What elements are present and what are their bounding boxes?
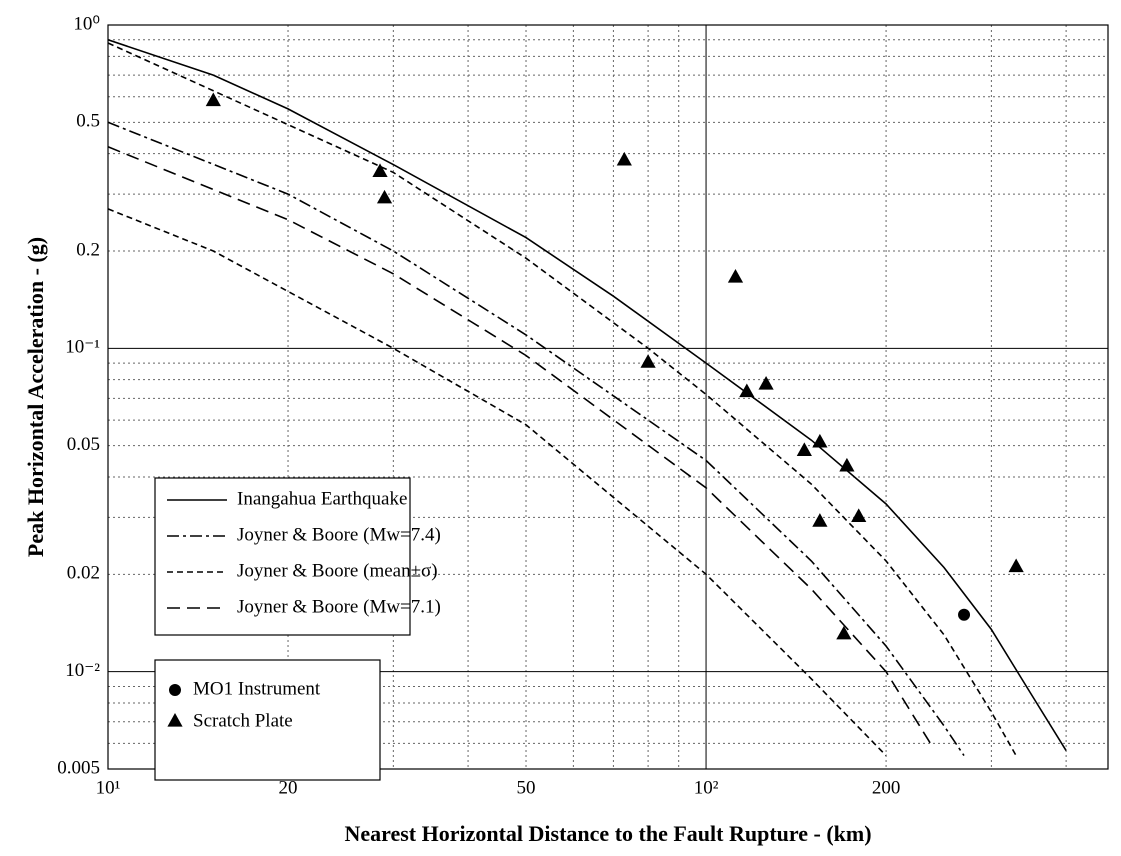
data-line bbox=[108, 39, 1067, 752]
legend-box bbox=[154, 477, 411, 636]
x-tick-label: 10² bbox=[694, 777, 719, 798]
y-tick-label: 0.02 bbox=[67, 563, 100, 584]
legend-swatch bbox=[169, 684, 181, 696]
y-tick-label: 0.2 bbox=[76, 239, 100, 260]
data-point bbox=[616, 151, 632, 166]
data-point bbox=[739, 383, 755, 398]
data-line bbox=[108, 121, 965, 757]
plot-frame bbox=[107, 24, 1109, 770]
x-tick-label: 20 bbox=[279, 777, 298, 798]
x-tick-label: 200 bbox=[872, 777, 901, 798]
legend-label: Scratch Plate bbox=[193, 710, 293, 731]
y-axis-label: Peak Horizontal Acceleration - (g) bbox=[23, 237, 48, 557]
y-tick-label: 10⁰ bbox=[73, 13, 100, 34]
data-point bbox=[836, 625, 852, 640]
legend-swatch bbox=[167, 713, 183, 727]
y-tick-label: 10⁻² bbox=[65, 660, 100, 681]
legend-label: Inangahua Earthquake bbox=[237, 488, 407, 509]
legend-label: Joyner & Boore (Mw=7.4) bbox=[237, 524, 441, 545]
y-tick-label: 0.005 bbox=[57, 757, 100, 778]
legend-label: Joyner & Boore (Mw=7.1) bbox=[237, 596, 441, 617]
x-axis-label: Nearest Horizontal Distance to the Fault… bbox=[344, 821, 871, 846]
y-tick-label: 0.05 bbox=[67, 434, 100, 455]
data-point bbox=[958, 608, 971, 621]
data-point bbox=[839, 457, 855, 472]
legend-label: MO1 Instrument bbox=[193, 678, 321, 699]
data-point bbox=[812, 433, 828, 448]
data-point bbox=[851, 508, 867, 522]
data-line bbox=[108, 146, 935, 749]
y-tick-label: 10⁻¹ bbox=[65, 337, 100, 358]
data-point bbox=[812, 513, 828, 527]
data-point bbox=[205, 92, 221, 107]
data-point bbox=[1008, 558, 1024, 573]
data-point bbox=[758, 376, 774, 390]
data-point bbox=[372, 163, 388, 178]
x-tick-label: 10¹ bbox=[96, 777, 121, 798]
data-point bbox=[727, 269, 744, 283]
legend-label: Joyner & Boore (mean±σ) bbox=[237, 560, 438, 581]
y-tick-label: 0.5 bbox=[76, 111, 100, 132]
data-point bbox=[796, 442, 812, 456]
data-line bbox=[108, 42, 1017, 757]
data-point bbox=[640, 354, 656, 368]
legend-box bbox=[154, 659, 381, 781]
data-point bbox=[376, 189, 393, 204]
x-tick-label: 50 bbox=[517, 777, 536, 798]
